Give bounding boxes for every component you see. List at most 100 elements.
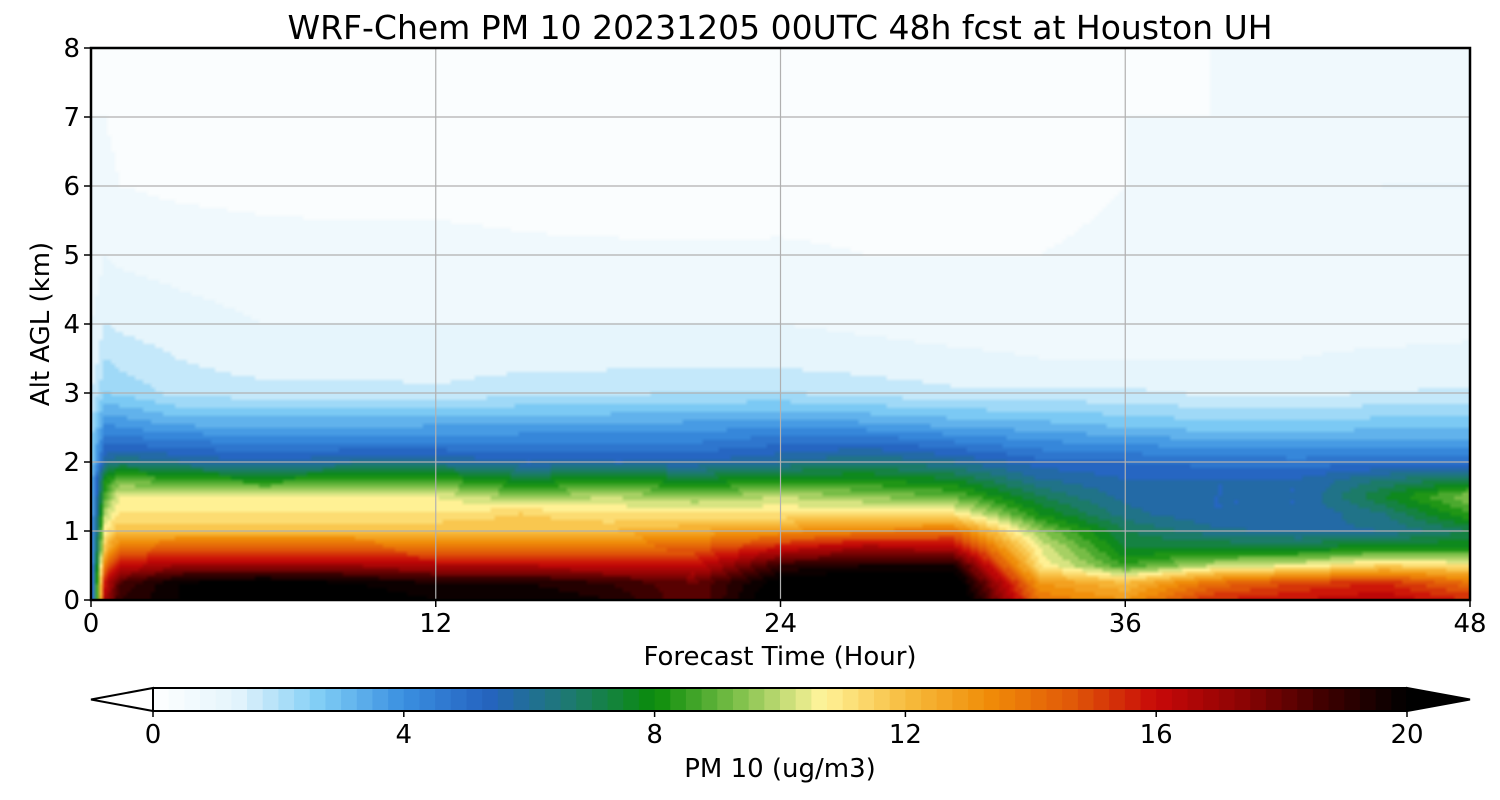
colorbar-extend-high [1406, 686, 1471, 713]
colorbar-segment [811, 688, 828, 711]
colorbar-segment [999, 688, 1016, 711]
colorbar-segment [1359, 688, 1377, 711]
y-tick-label: 0 [63, 586, 80, 616]
colorbar-segment [1297, 688, 1314, 711]
colorbar-segment [780, 688, 797, 711]
colorbar-segment [874, 688, 891, 711]
colorbar-segment [450, 688, 468, 711]
colorbar-segment [591, 688, 609, 711]
y-tick-label: 2 [63, 448, 80, 478]
colorbar-segment [576, 688, 593, 711]
y-tick-label: 1 [63, 517, 80, 547]
colorbar-segment [1140, 688, 1157, 711]
colorbar-segment [858, 688, 875, 711]
y-tick-label: 5 [63, 241, 80, 271]
colorbar-segment [200, 688, 217, 711]
colorbar-segment [638, 688, 656, 711]
colorbar-segment [1187, 688, 1204, 711]
colorbar-segment [372, 688, 389, 711]
colorbar-segment [1234, 688, 1251, 711]
colorbar-segment [905, 688, 922, 711]
colorbar-segment [795, 688, 812, 711]
y-tick-label: 7 [63, 103, 80, 133]
colorbar-segment [889, 688, 906, 711]
colorbar-segment [1203, 688, 1220, 711]
colorbar-segment [388, 688, 405, 711]
colorbar-segment [1015, 688, 1032, 711]
colorbar-segment [936, 688, 954, 711]
colorbar-segment [717, 688, 734, 711]
colorbar-segment [153, 688, 170, 711]
colorbar-segment [419, 688, 436, 711]
chart-title: WRF-Chem PM 10 20231205 00UTC 48h fcst a… [287, 8, 1272, 47]
y-tick-label: 6 [63, 172, 80, 202]
colorbar-segment [278, 688, 295, 711]
colorbar-segment [1156, 688, 1173, 711]
colorbar-segment [685, 688, 703, 711]
x-tick-label: 24 [764, 609, 797, 639]
colorbar-segment [983, 688, 1001, 711]
colorbar-segment [1062, 688, 1079, 711]
colorbar-segment [403, 688, 421, 711]
colorbar-segment [1312, 688, 1330, 711]
colorbar-segment [1093, 688, 1110, 711]
colorbar-segment [247, 688, 264, 711]
y-axis-label: Alt AGL (km) [26, 242, 56, 406]
colorbar-segment [1375, 688, 1392, 711]
colorbar-segment [748, 688, 765, 711]
colorbar-segment [497, 688, 515, 711]
colorbar-segment [309, 688, 327, 711]
colorbar-segment [607, 688, 624, 711]
colorbar-segment [513, 688, 530, 711]
colorbar-segment [1077, 688, 1095, 711]
x-tick-label: 48 [1453, 609, 1486, 639]
colorbar-segment [294, 688, 311, 711]
x-tick-label: 12 [419, 609, 452, 639]
colorbar-segment [952, 688, 969, 711]
colorbar-segment [654, 688, 671, 711]
colorbar-segment [1265, 688, 1283, 711]
colorbar-tick-label: 16 [1140, 720, 1173, 750]
colorbar-segment [701, 688, 718, 711]
colorbar-segment [544, 688, 562, 711]
colorbar-segment [670, 688, 687, 711]
colorbar-tick-label: 0 [145, 720, 162, 750]
colorbar-tick-label: 4 [396, 720, 413, 750]
colorbar-segment [1281, 688, 1298, 711]
colorbar-segment [623, 688, 640, 711]
colorbar-segment [215, 688, 232, 711]
colorbar-segment [732, 688, 750, 711]
colorbar-segment [968, 688, 985, 711]
colorbar-segment [560, 688, 577, 711]
colorbar-segment [1109, 688, 1126, 711]
colorbar-segment [529, 688, 546, 711]
colorbar-segment [1344, 688, 1361, 711]
colorbar-segment [466, 688, 483, 711]
colorbar-label: PM 10 (ug/m3) [684, 754, 876, 784]
colorbar-segment [1030, 688, 1048, 711]
colorbar-tick-label: 20 [1390, 720, 1423, 750]
y-tick-label: 4 [63, 310, 80, 340]
colorbar-tick-label: 8 [646, 720, 663, 750]
colorbar-segment [1328, 688, 1345, 711]
colorbar-segment [168, 688, 185, 711]
colorbar-segment [184, 688, 201, 711]
y-tick-label: 3 [63, 379, 80, 409]
colorbar-segment [262, 688, 279, 711]
colorbar-segment [1124, 688, 1142, 711]
colorbar-segment [1391, 688, 1408, 711]
colorbar-segment [356, 688, 374, 711]
colorbar-segment [1171, 688, 1189, 711]
colorbar-segment [1046, 688, 1063, 711]
colorbar-segment [325, 688, 342, 711]
colorbar-segment [764, 688, 781, 711]
colorbar-segment [231, 688, 248, 711]
colorbar-segment [921, 688, 938, 711]
colorbar-segment [435, 688, 452, 711]
colorbar-extend-low [90, 686, 154, 713]
x-tick-label: 36 [1109, 609, 1142, 639]
colorbar-segment [842, 688, 859, 711]
x-axis-label: Forecast Time (Hour) [643, 642, 916, 672]
x-tick-label: 0 [83, 609, 100, 639]
